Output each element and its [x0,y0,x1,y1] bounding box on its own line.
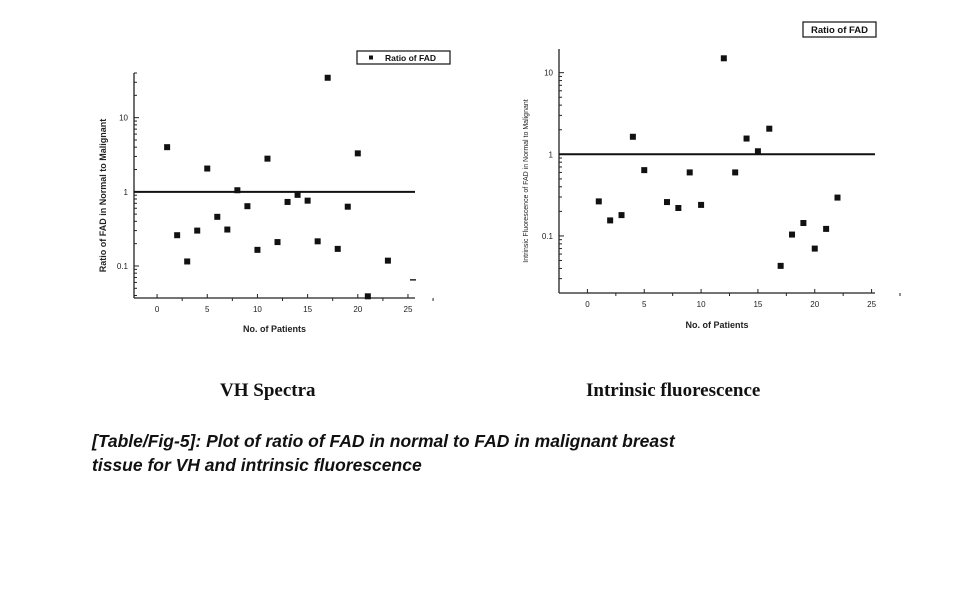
chart1-x-axis-label: No. of Patients [685,320,748,330]
chart1-y-tick-label: 0.1 [542,232,554,241]
chart0-data-point [194,227,201,234]
chart1-data-point [766,125,773,132]
chart0-data-point [344,203,351,210]
figure-caption: [Table/Fig-5]: Plot of ratio of FAD in n… [92,429,675,477]
chart0-data-point [314,238,321,245]
chart1-data-point [698,201,705,208]
chart1-x-tick-label: 10 [697,300,706,309]
chart1-data-point [607,217,614,224]
chart0-x-axis-label: No. of Patients [243,324,306,334]
chart0-data-point [364,293,371,300]
chart1-y-tick-label: 10 [544,69,553,78]
chart0-data-point [354,150,361,157]
chart1-x-tick-label: 15 [753,300,762,309]
chart1-data-point [720,55,727,62]
chart1-data-point [675,204,682,211]
chart0-y-tick-label: 0.1 [117,262,129,271]
chart1-data-point [641,167,648,174]
chart0-data-point [334,245,341,252]
chart0-data-point [204,165,211,172]
chart0-y-tick-label: 10 [119,114,128,123]
chart0-data-point [324,74,331,81]
chart0-data-point [254,246,261,253]
chart1-data-point [629,133,636,140]
chart0-data-point [234,187,241,194]
chart0-data-point [384,257,391,264]
chart1-legend-box [802,21,877,38]
chart0-data-point [409,279,416,281]
chart1-data-point [811,245,818,252]
left-chart-title: VH Spectra [220,380,316,401]
chart1-y-axis-label: Intrinsic Fluorescence of FAD in Normal … [523,99,530,262]
chart1-data-point [686,169,693,176]
chart0-data-point [274,239,281,246]
chart0-data-point [224,226,231,233]
chart1-data-point [823,225,830,232]
chart0-x-tick-label: 5 [205,305,210,314]
chart0-x-tick-label: 10 [253,305,262,314]
chart1-data-point [595,198,602,205]
chart0-data-point [184,258,191,265]
chart1-data-point [743,135,750,142]
chart0-x-tick-label: 0 [155,305,160,314]
chart1-x-tick-label: 0 [585,300,590,309]
chart0-y-axis-label: Ratio of FAD in Normal to Malignant [98,119,108,273]
chart1-x-tick-label: 20 [810,300,819,309]
chart0-x-tick-label: 20 [353,305,362,314]
chart1-data-point [834,194,841,201]
chart0-data-point [284,198,291,205]
chart1-data-point [663,199,670,206]
chart0-y-tick-label: 1 [124,188,129,197]
chart1-x-tick-label: 25 [867,300,876,309]
chart0-x-tick-label: 25 [404,305,413,314]
chart0-x-tick-label: 15 [303,305,312,314]
caption-line-2: tissue for VH and intrinsic fluorescence [92,455,422,475]
chart0-data-point [294,191,301,198]
chart0-data-point [264,155,271,162]
chart1-data-point [618,212,625,219]
chart0-data-point [174,232,181,239]
chart0-data-point [214,213,221,220]
chart0-legend-label: Ratio of FAD [385,53,436,63]
chart1-y-tick-label: 1 [549,150,554,159]
caption-line-1: [Table/Fig-5]: Plot of ratio of FAD in n… [92,431,675,451]
right-chart-title: Intrinsic fluorescence [586,380,761,401]
chart1-data-point [800,220,807,227]
chart1-data-point [777,262,784,269]
chart1-data-point [754,148,761,155]
chart0-data-point [244,203,251,210]
chart0-data-point [304,197,311,204]
chart1-data-point [732,169,739,176]
chart1-legend-label: Ratio of FAD [811,25,868,36]
chart0-data-point [164,144,171,151]
chart0-legend-marker [369,55,373,60]
chart1-x-tick-label: 5 [642,300,647,309]
chart0-legend-box [356,50,451,65]
chart1-data-point [789,231,796,238]
